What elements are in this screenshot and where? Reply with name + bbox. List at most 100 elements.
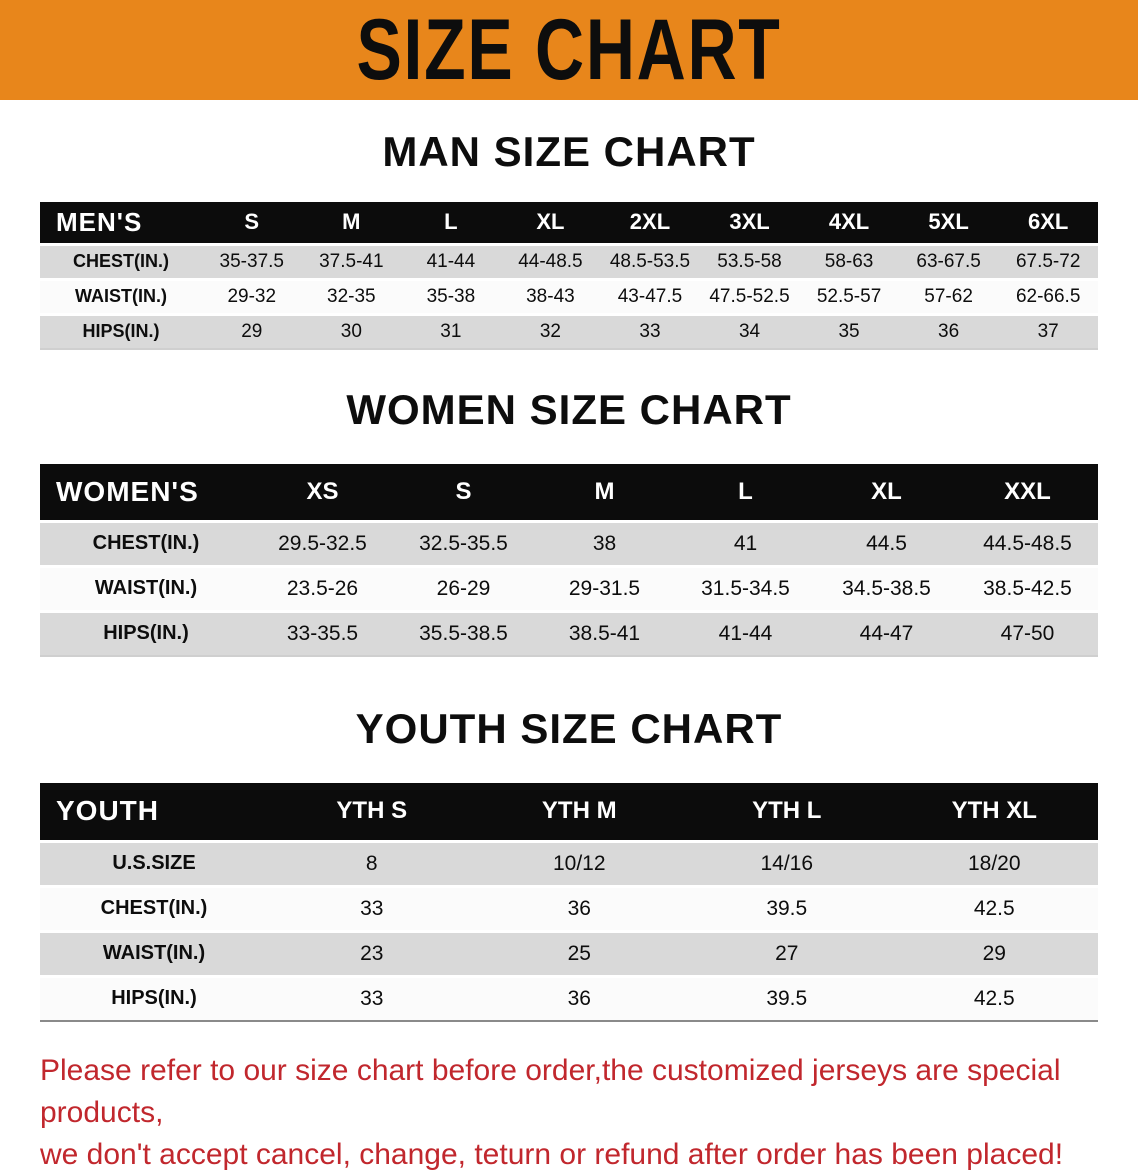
size-value-cell: 23.5-26 [286,576,359,600]
size-value-cell: 27 [775,941,799,965]
size-column-header: 2XL [600,202,700,244]
size-value-cell: 35-38 [426,285,476,307]
size-value-cell: 8 [365,851,378,875]
size-value-cell: 32.5-35.5 [419,531,508,555]
men-size-chart-section: MAN SIZE CHART MEN'S S M L XL 2XL 3XL 4XL 5XL 6XL… [0,128,1138,350]
size-value-cell: 63-67.5 [916,250,981,272]
women-section-title: WOMEN SIZE CHART [346,386,792,433]
size-value-cell: 36 [567,986,591,1010]
size-value-cell: 36 [938,320,960,342]
size-value-cell: 67.5-72 [1015,250,1081,272]
size-value-cell: 38.5-41 [568,621,641,645]
banner-title: SIZE CHART [356,1,782,98]
size-value-cell: 18/20 [967,851,1021,875]
table-group-label: MEN'S [40,202,202,244]
size-value-cell: 25 [567,941,591,965]
size-value-cell: 58-63 [824,250,874,272]
row-label: WAIST(IN.) [102,942,206,964]
table-header-row: WOMEN'S XS S M L XL XXL [40,464,1098,521]
size-column-header: 3XL [699,202,800,244]
size-column-header: YTH XL [890,783,1098,841]
size-value-cell: 31.5-34.5 [701,576,790,600]
size-column-header: 4XL [799,202,899,244]
youth-size-table: YOUTH YTH S YTH M YTH L YTH XL U.S.SIZE 8 10/12… [40,783,1098,1022]
row-label: WAIST(IN.) [94,577,198,599]
size-value-cell: 32-35 [327,285,376,307]
size-column-header: 5XL [898,202,999,244]
table-group-label: YOUTH [40,783,268,841]
size-value-cell: 33 [360,896,384,920]
size-value-cell: 38-43 [526,285,575,307]
size-column-header: YTH M [475,783,683,841]
size-value-cell: 35.5-38.5 [419,621,508,645]
size-value-cell: 44-47 [859,621,914,645]
row-label: CHEST(IN.) [92,532,200,554]
size-value-cell: 57-62 [924,285,973,307]
size-value-cell: 33-35.5 [286,621,359,645]
disclaimer-line-2: we don't accept cancel, change, teturn o… [40,1138,1064,1171]
row-label: HIPS(IN.) [111,987,197,1010]
size-value-cell: 26-29 [436,576,491,600]
size-column-header: YTH S [268,783,476,841]
size-value-cell: 41-44 [426,250,476,272]
size-value-cell: 41 [733,531,758,555]
measurement-row: WAIST(IN.) 29-32 32-35 35-38 38-43 43-47.5 47.… [40,279,1098,314]
size-column-header: L [401,202,501,244]
size-value-cell: 47-50 [1000,621,1055,645]
measurement-row: HIPS(IN.) 33-35.5 35.5-38.5 38.5-41 41-44 44-… [40,611,1098,656]
size-value-cell: 44.5-48.5 [983,531,1072,555]
size-value-cell: 62-66.5 [1015,285,1081,307]
size-value-cell: 37 [1037,320,1059,342]
table-header-row: MEN'S S M L XL 2XL 3XL 4XL 5XL 6XL [40,202,1098,244]
size-value-cell: 31 [440,320,462,342]
size-value-cell: 48.5-53.5 [609,250,691,272]
size-value-cell: 41-44 [718,621,773,645]
men-size-table: MEN'S S M L XL 2XL 3XL 4XL 5XL 6XL CHEST(IN.) 35-37… [40,202,1098,350]
row-label: HIPS(IN.) [103,622,189,645]
size-value-cell: 34.5-38.5 [842,576,931,600]
size-value-cell: 39.5 [766,896,808,920]
size-column-header: XL [816,464,957,521]
size-column-header: XXL [957,464,1098,521]
size-value-cell: 29-31.5 [568,576,641,600]
size-value-cell: 14/16 [760,851,814,875]
disclaimer-text: Please refer to our size chart before or… [40,1050,1100,1176]
row-label: U.S.SIZE [112,852,196,874]
size-column-header: 6XL [998,202,1098,244]
size-value-cell: 33 [360,986,384,1010]
measurement-row: CHEST(IN.) 33 36 39.5 42.5 [40,886,1098,931]
size-value-cell: 23 [360,941,384,965]
youth-section-title: YOUTH SIZE CHART [355,705,783,752]
size-column-header: M [534,464,675,521]
measurement-row: U.S.SIZE 8 10/12 14/16 18/20 [40,841,1098,886]
size-value-cell: 44-48.5 [518,250,583,272]
size-value-cell: 10/12 [552,851,606,875]
measurement-row: CHEST(IN.) 29.5-32.5 32.5-35.5 38 41 44.5 44.5… [40,521,1098,566]
size-value-cell: 38.5-42.5 [983,576,1072,600]
measurement-row: CHEST(IN.) 35-37.5 37.5-41 41-44 44-48.5 48.5… [40,244,1098,279]
size-value-cell: 30 [340,320,362,342]
size-value-cell: 42.5 [973,896,1015,920]
size-value-cell: 42.5 [973,986,1015,1010]
size-column-header: XS [252,464,393,521]
size-value-cell: 38 [592,531,617,555]
row-label: CHEST(IN.) [73,251,169,271]
size-value-cell: 35-37.5 [219,250,284,272]
size-column-header: S [202,202,302,244]
table-group-label: WOMEN'S [40,464,252,521]
size-column-header: YTH L [683,783,891,841]
size-value-cell: 39.5 [766,986,808,1010]
size-value-cell: 52.5-57 [816,285,882,307]
row-label: HIPS(IN.) [82,321,160,342]
size-value-cell: 35 [838,320,860,342]
size-value-cell: 43-47.5 [617,285,683,307]
size-value-cell: 47.5-52.5 [709,285,790,307]
table-header-row: YOUTH YTH S YTH M YTH L YTH XL [40,783,1098,841]
youth-size-chart-section: YOUTH SIZE CHART YOUTH YTH S YTH M YTH L YTH… [0,705,1138,1022]
size-value-cell: 34 [738,320,761,342]
size-value-cell: 29 [982,941,1006,965]
size-value-cell: 32 [539,320,561,342]
size-value-cell: 29 [241,320,263,342]
size-value-cell: 33 [639,320,661,342]
measurement-row: HIPS(IN.) 33 36 39.5 42.5 [40,976,1098,1021]
